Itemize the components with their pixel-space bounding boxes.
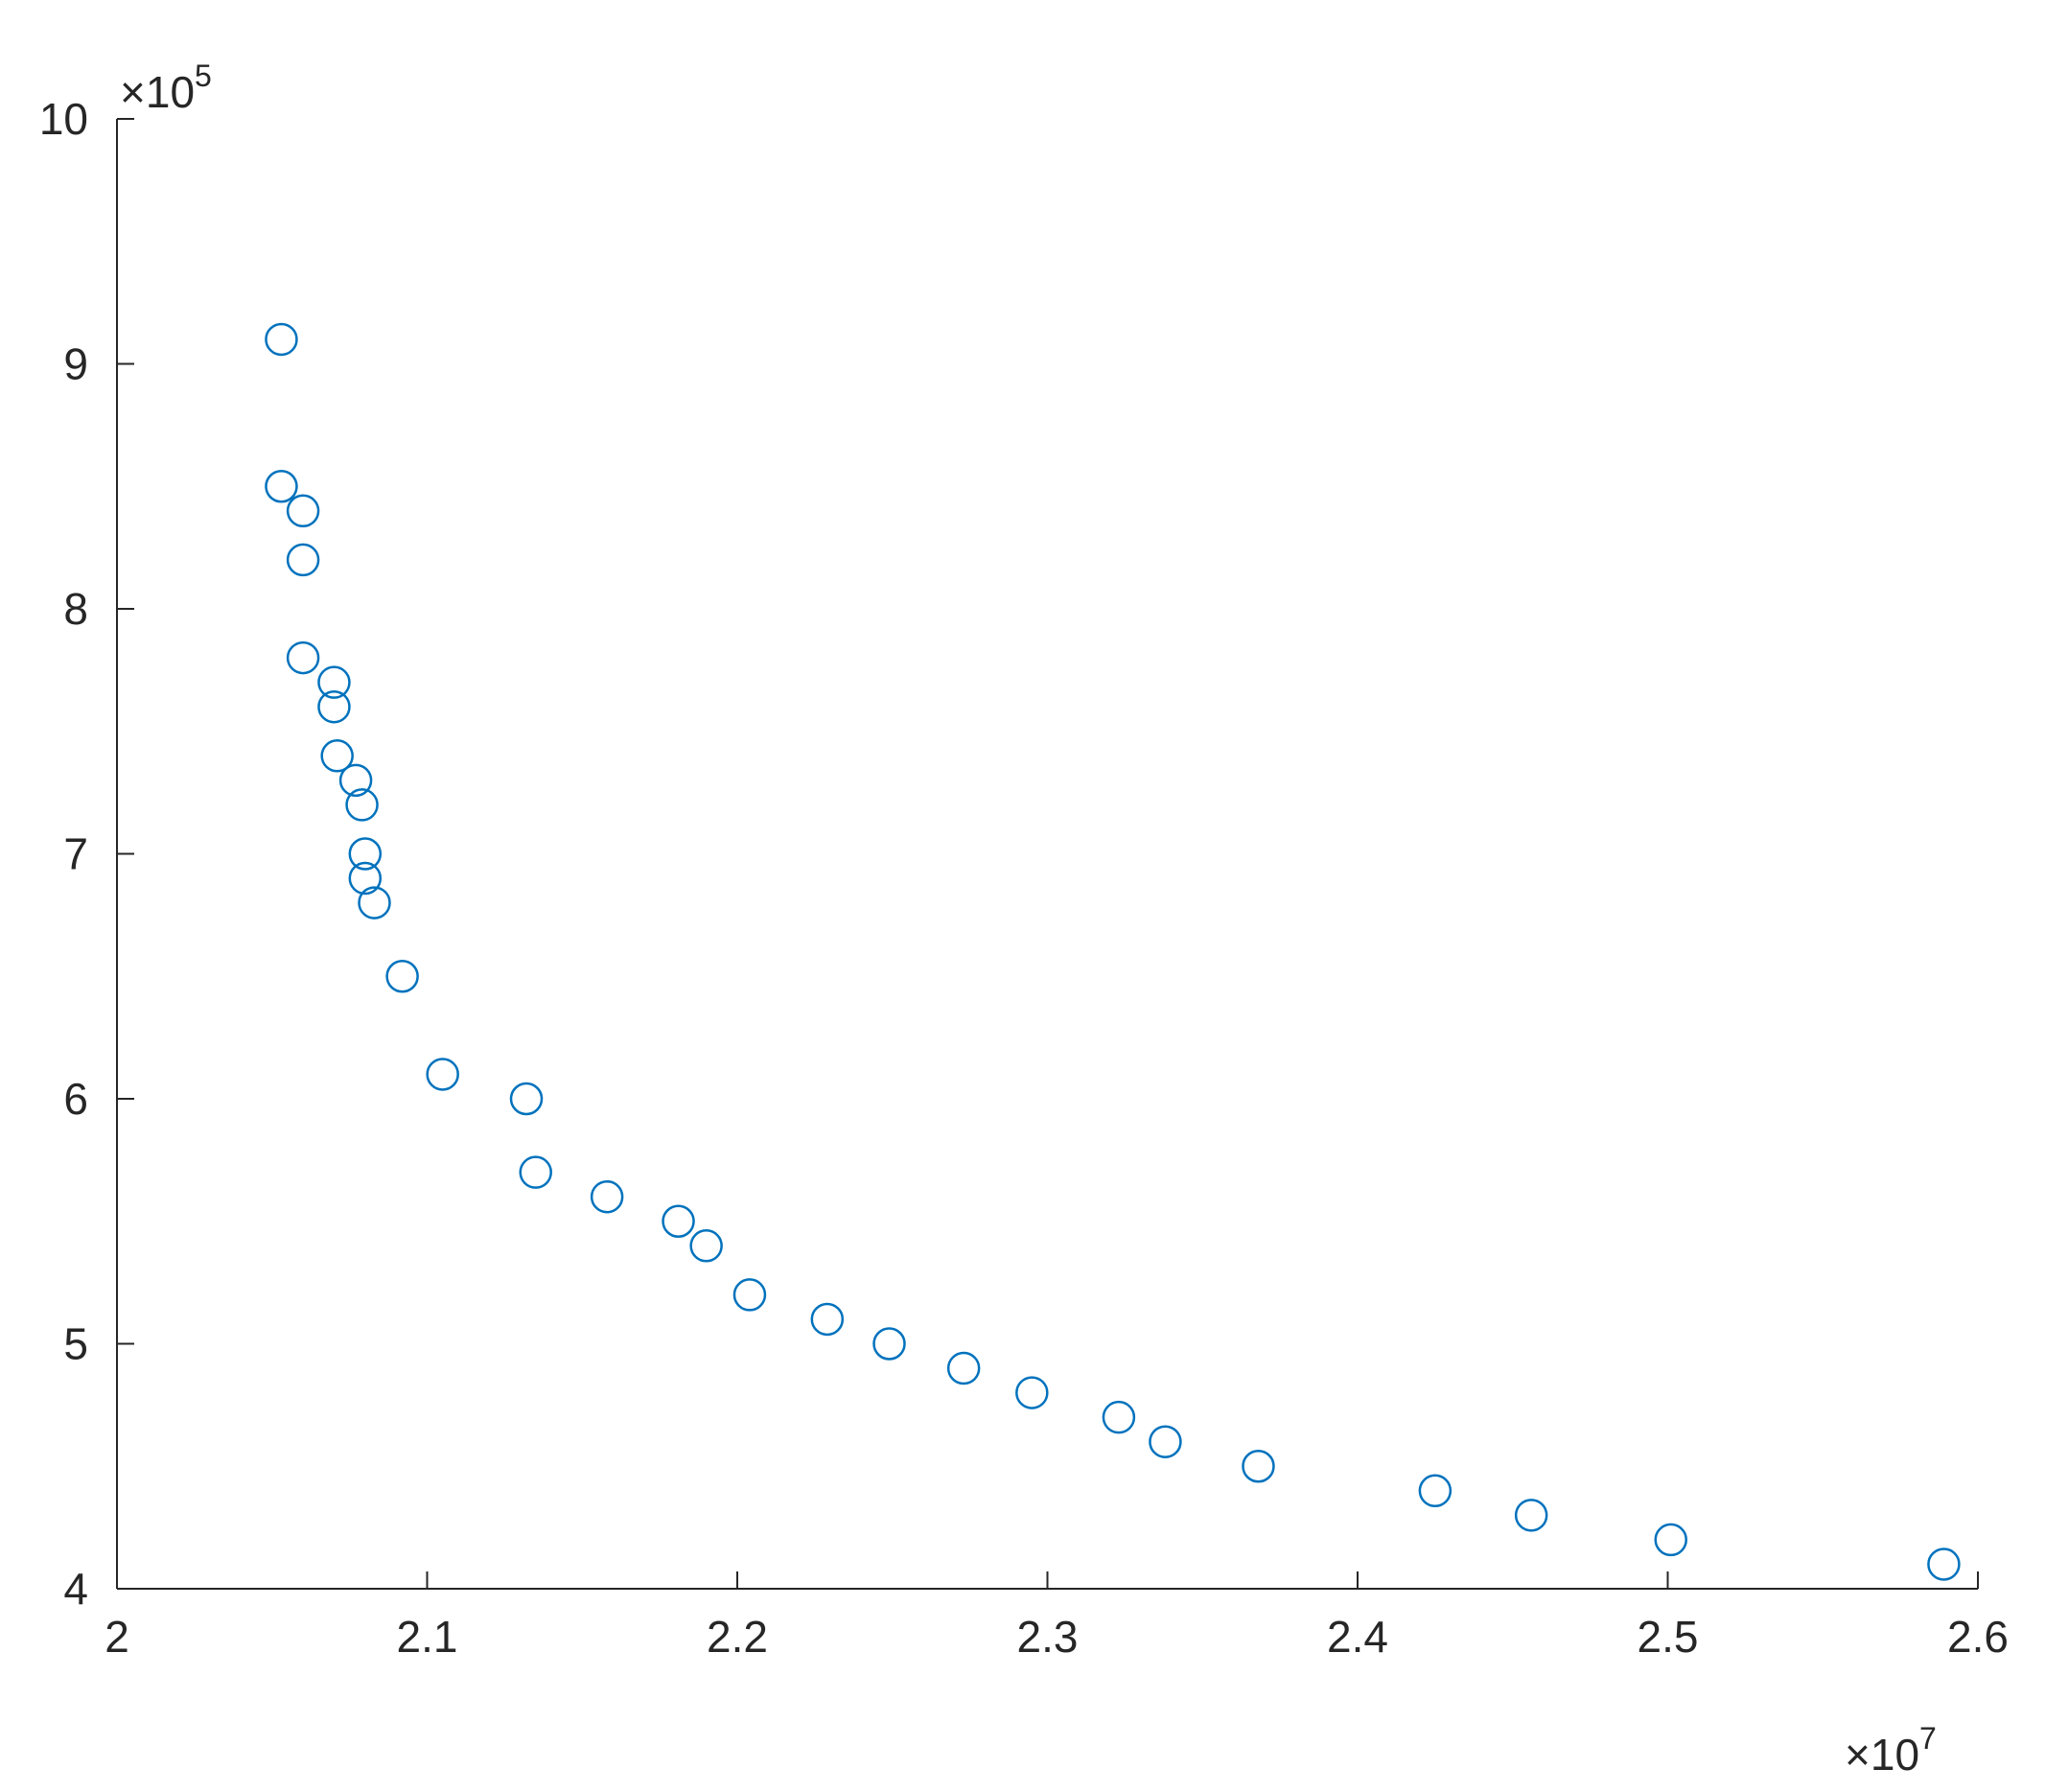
scatter-point — [1149, 1425, 1182, 1458]
x-tick-label: 2 — [105, 1612, 129, 1662]
scatter-point — [689, 1229, 723, 1263]
x-axis-exponent-base: ×10 — [1845, 1730, 1919, 1780]
y-tick-label: 6 — [63, 1074, 88, 1124]
axis-exponents: ×105 ×107 — [120, 58, 1937, 1780]
scatter-point — [358, 886, 391, 919]
y-tick-label: 4 — [63, 1564, 88, 1614]
scatter-point — [320, 739, 354, 773]
scatter-point — [946, 1351, 981, 1385]
scatter-point — [872, 1327, 906, 1361]
scatter-point — [519, 1155, 552, 1189]
scatter-point — [338, 763, 373, 798]
data-points — [265, 322, 1961, 1581]
scatter-point — [317, 665, 351, 699]
y-tick-label: 10 — [39, 94, 88, 144]
scatter-point — [1514, 1499, 1548, 1532]
scatter-point — [265, 322, 298, 357]
scatter-point — [286, 640, 320, 675]
scatter-point — [509, 1082, 544, 1116]
y-tick-label: 8 — [63, 584, 88, 634]
axes — [116, 119, 1978, 1590]
y-axis-exponent: ×105 — [120, 58, 212, 117]
scatter-point — [662, 1204, 695, 1238]
y-tick-label: 9 — [63, 339, 88, 389]
x-tick-label: 2.3 — [1017, 1612, 1079, 1662]
scatter-point — [348, 861, 383, 896]
x-axis-exponent-power: 7 — [1919, 1721, 1937, 1756]
y-axis-exponent-base: ×10 — [120, 67, 195, 117]
scatter-point — [1927, 1548, 1961, 1581]
scatter-point — [1102, 1400, 1136, 1434]
y-tick-label: 7 — [63, 829, 88, 879]
scatter-point — [590, 1179, 624, 1214]
scatter-point — [426, 1058, 459, 1091]
x-axis-ticks: 2 2.1 2.2 2.3 2.4 2.5 2.6 — [105, 1571, 2009, 1662]
x-tick-label: 2.2 — [707, 1612, 768, 1662]
scatter-point — [286, 543, 320, 577]
scatter-point — [1015, 1376, 1049, 1409]
x-tick-label: 2.6 — [1947, 1612, 2009, 1662]
scatter-point — [1418, 1474, 1452, 1508]
scatter-point — [265, 470, 298, 503]
scatter-point — [810, 1302, 845, 1337]
y-tick-label: 5 — [63, 1319, 88, 1369]
scatter-point — [1242, 1450, 1275, 1483]
scatter-point — [317, 689, 351, 724]
x-tick-label: 2.4 — [1327, 1612, 1388, 1662]
scatter-point — [345, 788, 379, 822]
y-axis-ticks: 4 5 6 7 8 9 10 — [39, 94, 134, 1614]
x-tick-label: 2.5 — [1638, 1612, 1699, 1662]
scatter-point — [348, 837, 383, 871]
scatter-point — [286, 494, 320, 528]
x-axis-exponent: ×107 — [1845, 1721, 1937, 1780]
scatter-point — [732, 1278, 767, 1312]
y-axis-exponent-power: 5 — [195, 58, 212, 93]
scatter-point — [385, 960, 419, 993]
scatter-point — [1654, 1523, 1687, 1557]
x-tick-label: 2.1 — [397, 1612, 458, 1662]
